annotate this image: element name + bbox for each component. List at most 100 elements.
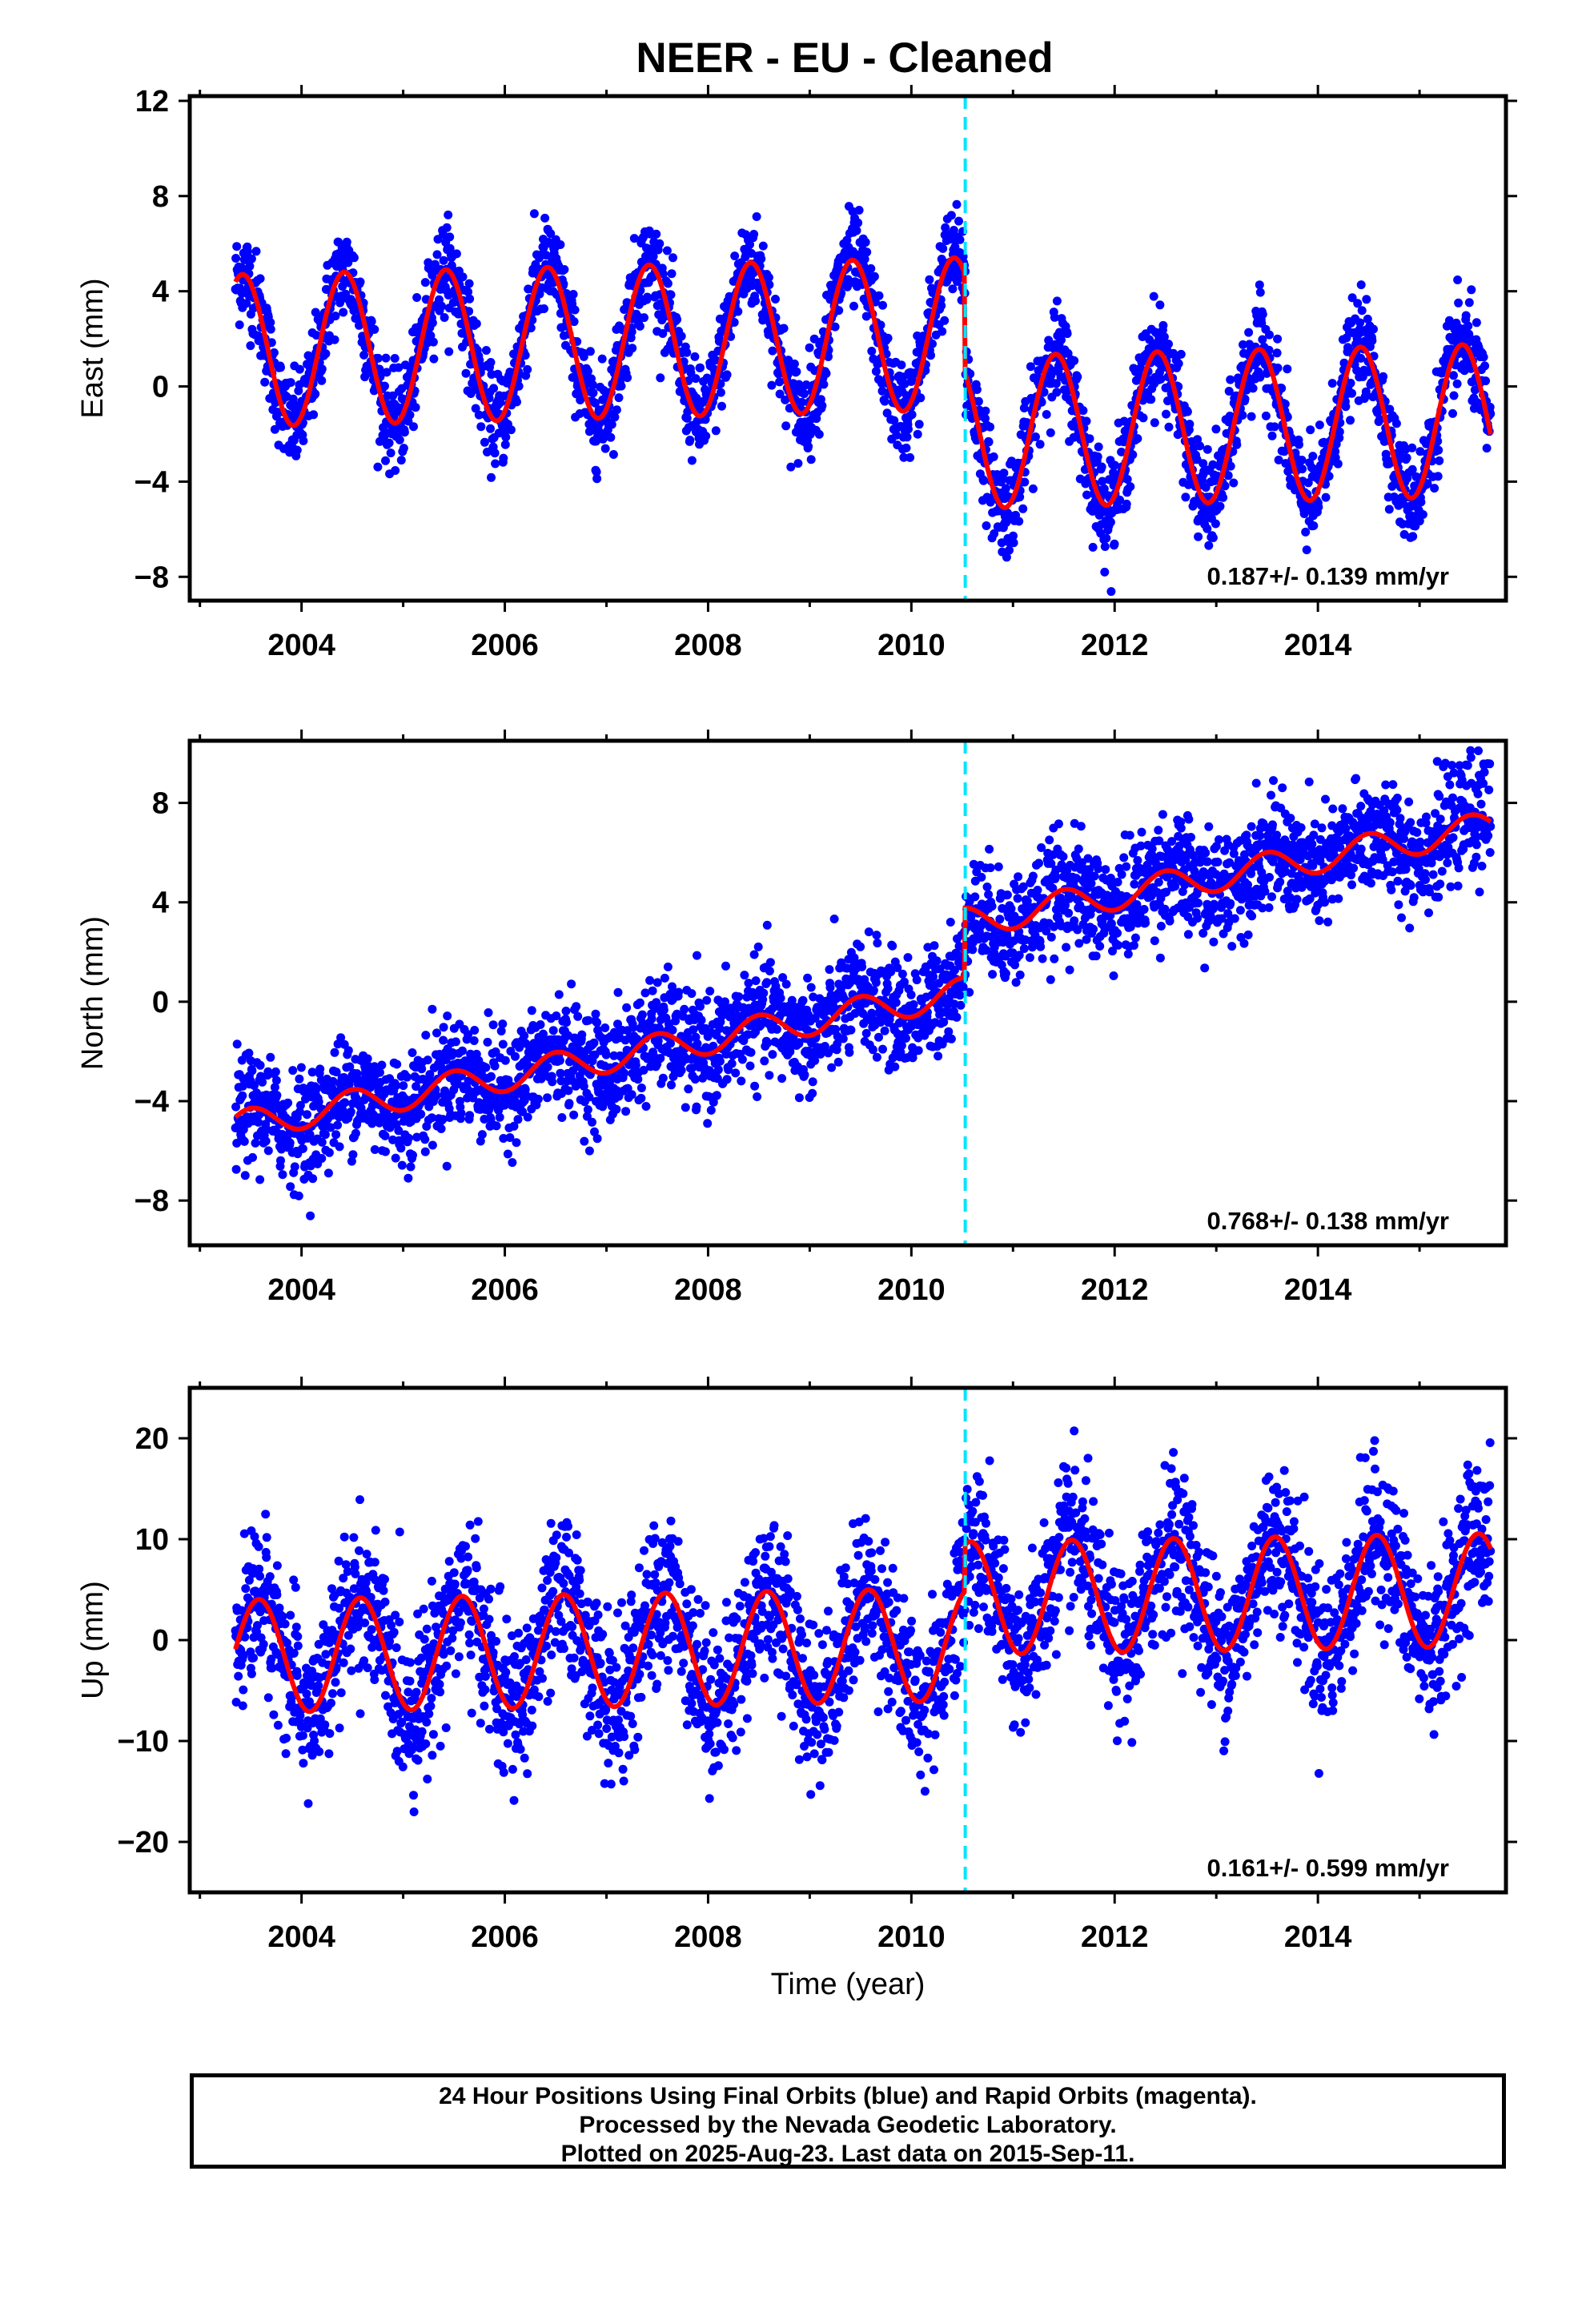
data-point [476,422,486,432]
data-point [681,1103,690,1112]
data-point [800,1070,809,1080]
data-point [860,255,869,264]
data-point [768,1050,777,1059]
data-point [416,1109,426,1119]
data-point [1482,444,1492,453]
data-point [853,218,863,227]
data-point [564,1086,573,1096]
data-point [1223,471,1233,480]
model-line [233,255,1493,510]
data-point [819,380,829,389]
data-point [637,1010,647,1019]
data-point [696,1002,705,1011]
data-point [903,953,913,963]
data-point [658,269,668,279]
data-point [1270,422,1279,432]
x-tick-label: 2004 [267,629,335,662]
data-point [1211,424,1221,434]
data-point [381,1147,390,1156]
data-point [1280,400,1290,408]
data-point [677,332,686,341]
data-point [659,1005,669,1015]
data-point [469,1036,479,1045]
data-point [432,250,442,259]
x-tick-label: 2006 [471,629,539,662]
data-point [1181,493,1191,502]
data-point [981,414,990,423]
data-point [255,1060,265,1070]
data-point [1454,298,1464,308]
data-point [569,317,579,327]
data-point [295,1107,304,1116]
y-tick-label: 8 [152,180,169,214]
data-point [568,290,578,299]
data-point [652,229,661,239]
data-point [406,1162,416,1172]
data-point [1062,329,1072,339]
data-point [292,445,302,455]
data-point [829,915,839,923]
data-point [583,1105,592,1115]
data-point [254,1117,263,1127]
data-point [940,316,950,325]
data-point [298,1144,307,1153]
data-point [764,273,773,282]
data-point [954,216,963,226]
data-point [925,275,934,284]
data-point [1099,484,1109,493]
data-point [352,1069,362,1079]
data-point [1073,372,1082,382]
data-point [573,1011,583,1021]
data-point [635,321,644,331]
data-point [702,995,712,1005]
data-point [331,1068,341,1077]
data-point [1002,517,1011,527]
data-point [1355,318,1365,328]
data-point [296,1063,306,1072]
data-point [656,373,665,383]
data-point [825,965,834,975]
data-point [312,1084,322,1093]
data-point [1353,299,1363,308]
data-point [444,347,454,356]
data-point [1100,567,1110,577]
data-point [846,1025,856,1035]
data-point [767,380,777,390]
data-point [285,1138,295,1148]
data-point [1155,300,1165,310]
data-point [781,979,791,989]
data-point [779,324,789,333]
data-point [869,986,878,995]
data-point [777,1074,787,1084]
data-point [520,1031,529,1040]
data-point [1264,345,1274,355]
data-point [315,1064,325,1074]
data-point [616,381,626,391]
data-point [928,339,937,348]
data-point [984,437,994,447]
data-point [677,1065,686,1075]
y-tick-label: −8 [135,561,169,594]
data-point [821,368,831,378]
data-point [592,1018,602,1027]
data-point [691,374,701,384]
x-tick-label: 2012 [1081,629,1149,662]
data-point [912,975,921,985]
y-tick-label: 12 [135,85,169,119]
data-point [458,272,468,282]
data-point [442,1161,452,1171]
data-point [929,972,938,982]
data-point [600,444,610,453]
data-point [380,381,389,391]
data-point [492,1121,501,1131]
data-point [1255,372,1265,382]
data-point [1162,409,1170,419]
data-point [692,1102,701,1112]
data-point [540,213,550,223]
data-point [1156,374,1166,384]
data-point [690,1075,700,1084]
data-point [909,999,918,1009]
data-point [600,1023,610,1032]
data-point [904,424,913,434]
data-point [645,975,655,985]
